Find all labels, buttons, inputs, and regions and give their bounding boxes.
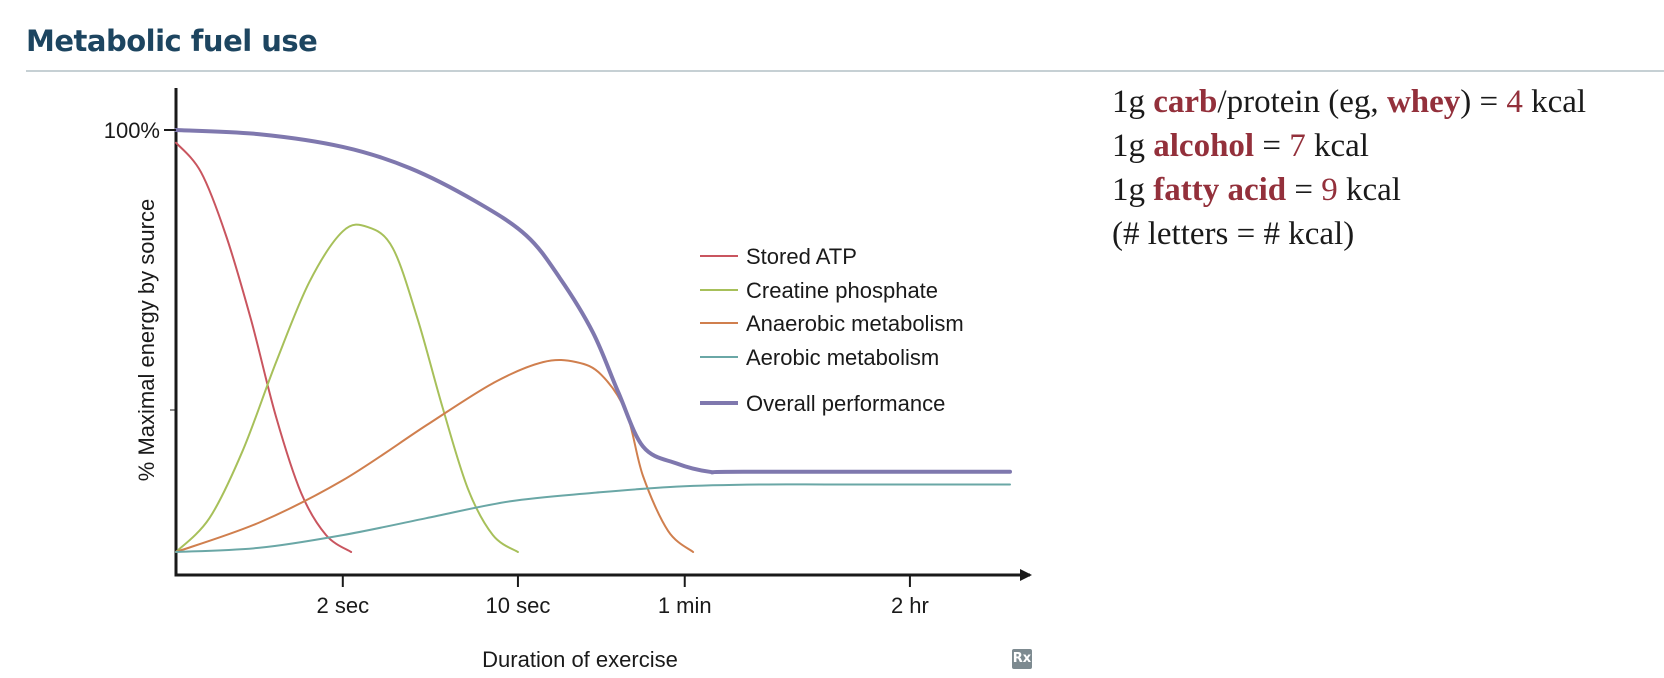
page-title: Metabolic fuel use: [26, 24, 318, 58]
note-text: /protein (eg,: [1217, 84, 1387, 120]
title-divider: [26, 70, 1664, 72]
series-line-stored-atp: [175, 141, 353, 553]
note-text: (# letters = # kcal): [1112, 216, 1355, 252]
note-text: =: [1254, 128, 1290, 164]
series-line-overall-performance: [174, 128, 1012, 475]
note-text: =: [1286, 172, 1322, 208]
series-line-aerobic-metabolism: [175, 483, 1011, 553]
x-tick-label: 10 sec: [486, 593, 551, 618]
kcal-notes: 1g carb/protein (eg, whey) = 4 kcal 1g al…: [1112, 80, 1652, 256]
note-text: kcal: [1337, 172, 1401, 208]
legend-label-overall-performance: Overall performance: [746, 391, 945, 416]
series-line-anaerobic-metabolism: [175, 359, 695, 553]
x-tick-label: 1 min: [658, 593, 712, 618]
note-text: kcal: [1305, 128, 1369, 164]
note-line: 1g carb/protein (eg, whey) = 4 kcal: [1112, 80, 1652, 124]
note-number: 9: [1321, 172, 1338, 208]
legend-label-stored-atp: Stored ATP: [746, 244, 857, 269]
note-number: 7: [1289, 128, 1306, 164]
note-text: 1g: [1112, 84, 1154, 120]
note-line: 1g alcohol = 7 kcal: [1112, 124, 1652, 168]
note-text: kcal: [1522, 84, 1587, 120]
note-text: ) =: [1460, 84, 1507, 120]
note-line: 1g fatty acid = 9 kcal: [1112, 168, 1652, 212]
y-tick-label: 100%: [104, 118, 160, 143]
note-highlight: alcohol: [1153, 128, 1255, 164]
x-tick-label: 2 sec: [317, 593, 370, 618]
note-text: 1g: [1112, 128, 1154, 164]
y-axis-label: % Maximal energy by source: [134, 199, 159, 481]
note-text: 1g: [1112, 172, 1154, 208]
note-highlight: fatty acid: [1153, 172, 1287, 208]
note-number: 4: [1506, 84, 1523, 120]
note-highlight: carb: [1153, 84, 1218, 120]
legend-label-aerobic-metabolism: Aerobic metabolism: [746, 345, 939, 370]
legend-label-anaerobic-metabolism: Anaerobic metabolism: [746, 311, 964, 336]
x-tick-label: 2 hr: [891, 593, 929, 618]
series-line-creatine-phosphate: [175, 223, 519, 553]
legend-label-creatine-phosphate: Creatine phosphate: [746, 278, 938, 303]
fuel-use-chart: 2 sec 10 sec 1 min 2 hr 100% Stored ATP Creat…: [104, 88, 1032, 672]
note-line: (# letters = # kcal): [1112, 212, 1652, 256]
x-axis-label: Duration of exercise: [482, 647, 678, 672]
rx-logo-icon: Rx: [1012, 649, 1032, 669]
note-highlight: whey: [1386, 84, 1461, 120]
